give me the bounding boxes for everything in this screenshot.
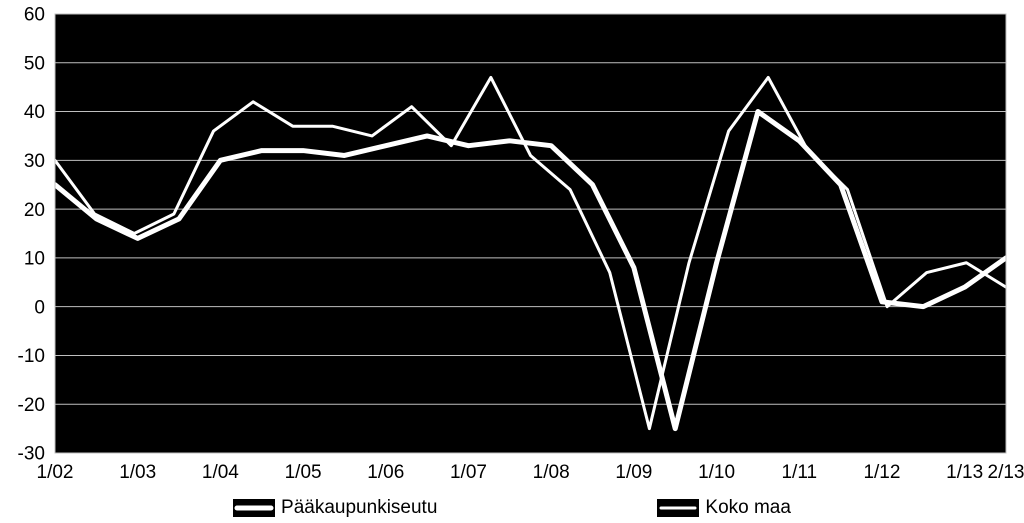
svg-text:60: 60 bbox=[24, 5, 45, 26]
svg-text:20: 20 bbox=[24, 200, 45, 221]
svg-text:1/07: 1/07 bbox=[450, 462, 487, 483]
svg-text:0: 0 bbox=[34, 297, 45, 318]
chart-container: -30-20-1001020304050601/021/031/041/051/… bbox=[0, 0, 1024, 523]
svg-text:-10: -10 bbox=[18, 346, 45, 367]
svg-text:1/13: 1/13 bbox=[946, 462, 983, 483]
svg-text:1/06: 1/06 bbox=[367, 462, 404, 483]
svg-text:30: 30 bbox=[24, 151, 45, 172]
svg-text:1/08: 1/08 bbox=[533, 462, 570, 483]
svg-text:10: 10 bbox=[24, 249, 45, 270]
legend-label-koko: Koko maa bbox=[705, 497, 791, 519]
svg-text:1/12: 1/12 bbox=[863, 462, 900, 483]
legend-item-koko: Koko maa bbox=[657, 497, 791, 519]
legend: Pääkaupunkiseutu Koko maa bbox=[0, 497, 1024, 519]
legend-swatch-paa bbox=[233, 499, 275, 517]
svg-text:1/04: 1/04 bbox=[202, 462, 239, 483]
svg-text:1/10: 1/10 bbox=[698, 462, 735, 483]
svg-text:1/09: 1/09 bbox=[615, 462, 652, 483]
svg-text:50: 50 bbox=[24, 53, 45, 74]
legend-item-paa: Pääkaupunkiseutu bbox=[233, 497, 437, 519]
svg-text:2/13: 2/13 bbox=[988, 462, 1024, 483]
svg-text:1/02: 1/02 bbox=[37, 462, 74, 483]
svg-text:1/05: 1/05 bbox=[285, 462, 322, 483]
svg-text:1/03: 1/03 bbox=[119, 462, 156, 483]
legend-swatch-koko bbox=[657, 499, 699, 517]
legend-label-paa: Pääkaupunkiseutu bbox=[281, 497, 437, 519]
line-chart: -30-20-1001020304050601/021/031/041/051/… bbox=[0, 0, 1024, 523]
svg-text:40: 40 bbox=[24, 102, 45, 123]
svg-text:-20: -20 bbox=[18, 395, 45, 416]
svg-text:1/11: 1/11 bbox=[781, 462, 817, 483]
